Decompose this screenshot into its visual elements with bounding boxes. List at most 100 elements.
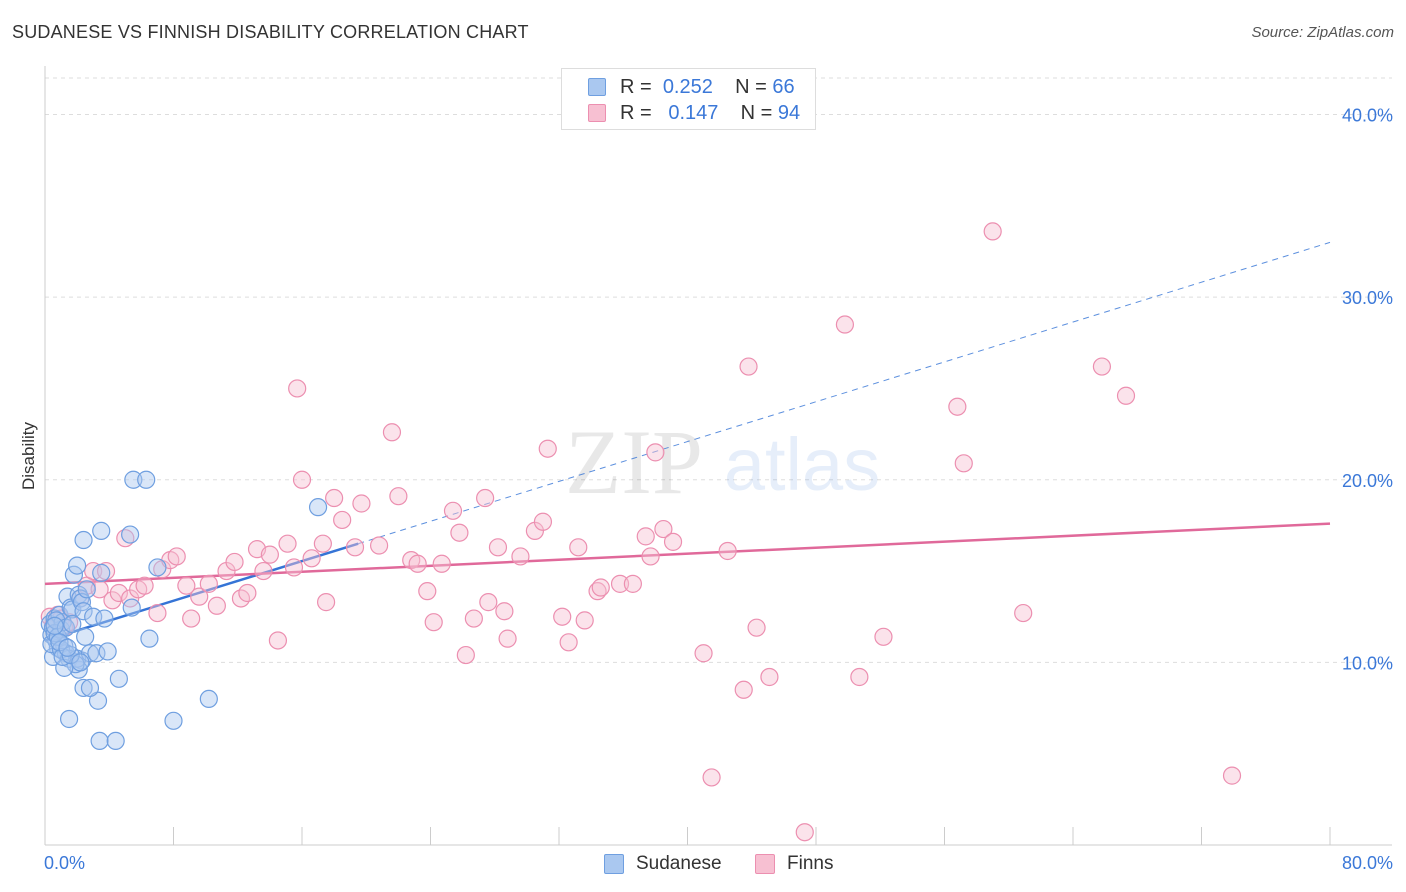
n-value: 66 xyxy=(772,75,795,98)
finns-point xyxy=(316,593,336,612)
y-tick-label: 40.0% xyxy=(1342,106,1393,126)
chart-title: SUDANESE VS FINNISH DISABILITY CORRELATI… xyxy=(12,22,529,42)
finns-point xyxy=(254,561,273,581)
legend-label-finns: Finns xyxy=(787,853,834,874)
finns-point xyxy=(207,596,226,615)
legend-label-sudanese: Sudanese xyxy=(636,853,722,874)
legend-item-finns: Finns xyxy=(755,852,833,876)
finns-point xyxy=(456,645,475,665)
sudanese-point xyxy=(88,691,108,710)
finns-point xyxy=(663,532,683,551)
sudanese-point xyxy=(76,627,95,646)
legend-row-sudanese: R = 0.252 N = 66 xyxy=(620,74,795,100)
finns-point xyxy=(177,576,196,595)
finns-point xyxy=(488,538,508,557)
sudanese-point xyxy=(92,563,111,582)
y-tick-label: 30.0% xyxy=(1342,288,1393,308)
finns-point xyxy=(268,631,288,650)
finns-point xyxy=(495,602,514,621)
n-label: N = xyxy=(735,75,767,98)
sudanese-point xyxy=(164,711,183,730)
sudanese-point xyxy=(77,580,96,599)
finns-point xyxy=(389,487,408,506)
sudanese-point xyxy=(45,616,64,635)
sudanese-legend-swatch xyxy=(604,854,624,874)
finns-point xyxy=(103,591,122,610)
finns-point xyxy=(325,488,344,508)
axes xyxy=(44,66,1392,846)
sudanese-point xyxy=(92,521,111,540)
sudanese-point xyxy=(74,678,93,698)
finns-point xyxy=(1092,357,1112,376)
finns-point xyxy=(182,609,201,628)
finns-point xyxy=(199,574,218,593)
correlation-legend: R = 0.252 N = 66 R = 0.147 N = 94 xyxy=(561,68,816,130)
finns-point xyxy=(1116,386,1136,405)
sudanese-point xyxy=(98,642,117,661)
finns-point xyxy=(623,574,642,593)
finns-point xyxy=(575,611,594,630)
sudanese-point xyxy=(63,614,82,634)
finns-point xyxy=(148,603,167,623)
finns-point xyxy=(479,593,498,612)
sudanese-point xyxy=(122,598,141,617)
finns-point xyxy=(476,488,495,508)
finns-point xyxy=(511,547,530,566)
sudanese-point xyxy=(74,530,93,550)
finns-point xyxy=(190,587,209,606)
sudanese-point xyxy=(74,602,93,621)
finns-swatch xyxy=(588,104,606,122)
finns-point xyxy=(646,443,665,462)
finns-point xyxy=(760,667,779,687)
finns-point xyxy=(954,454,973,473)
sudanese-point xyxy=(87,644,106,663)
watermark-atlas: atlas xyxy=(724,423,880,506)
finns-point xyxy=(408,554,427,573)
finns-point xyxy=(739,357,758,376)
x-tick-label: 80.0% xyxy=(1342,853,1393,873)
source-label: Source: ZipAtlas.com xyxy=(1251,24,1394,41)
trend-lines xyxy=(44,241,1331,642)
finns-point xyxy=(292,470,312,489)
r-label: R = xyxy=(620,75,652,98)
finns-point xyxy=(418,582,437,601)
finns-point xyxy=(260,545,279,564)
finns-point xyxy=(850,667,869,687)
finns-point xyxy=(352,494,371,513)
y-tick-label: 20.0% xyxy=(1342,471,1393,491)
finns-trend-line xyxy=(44,522,1331,586)
finns-point xyxy=(795,823,814,842)
x-tick-labels: 0.0% 80.0% xyxy=(44,853,1393,873)
finns-point xyxy=(1014,603,1033,623)
finns-point xyxy=(641,547,660,566)
finns-point xyxy=(610,574,630,593)
sudanese-point xyxy=(71,653,90,672)
y-tick-labels: 10.0% 20.0% 30.0% 40.0% xyxy=(1342,106,1393,674)
legend-row-finns: R = 0.147 N = 94 xyxy=(620,100,800,126)
sudanese-swatch xyxy=(588,78,606,96)
sudanese-trend-extension xyxy=(358,241,1331,545)
finns-point xyxy=(747,618,766,637)
sudanese-point xyxy=(199,689,218,709)
sudanese-point xyxy=(109,669,128,688)
r-value: 0.147 xyxy=(668,101,719,124)
sudanese-point xyxy=(148,558,167,577)
sudanese-point xyxy=(59,709,79,729)
sudanese-point xyxy=(106,731,125,751)
sudanese-point xyxy=(124,470,143,489)
finns-point xyxy=(702,768,721,787)
sudanese-point xyxy=(140,629,159,648)
r-label: R = xyxy=(620,101,652,124)
finns-point xyxy=(694,644,713,663)
x-tick-label: 0.0% xyxy=(44,853,85,873)
finns-point xyxy=(835,315,855,334)
finns-point xyxy=(382,423,402,442)
finns-point xyxy=(538,439,557,458)
sudanese-point xyxy=(80,644,100,663)
finns-point xyxy=(370,536,389,555)
finns-point xyxy=(718,541,737,561)
finns-point xyxy=(302,549,321,568)
watermark-zip: ZIP xyxy=(565,411,703,513)
finns-point xyxy=(167,547,186,566)
